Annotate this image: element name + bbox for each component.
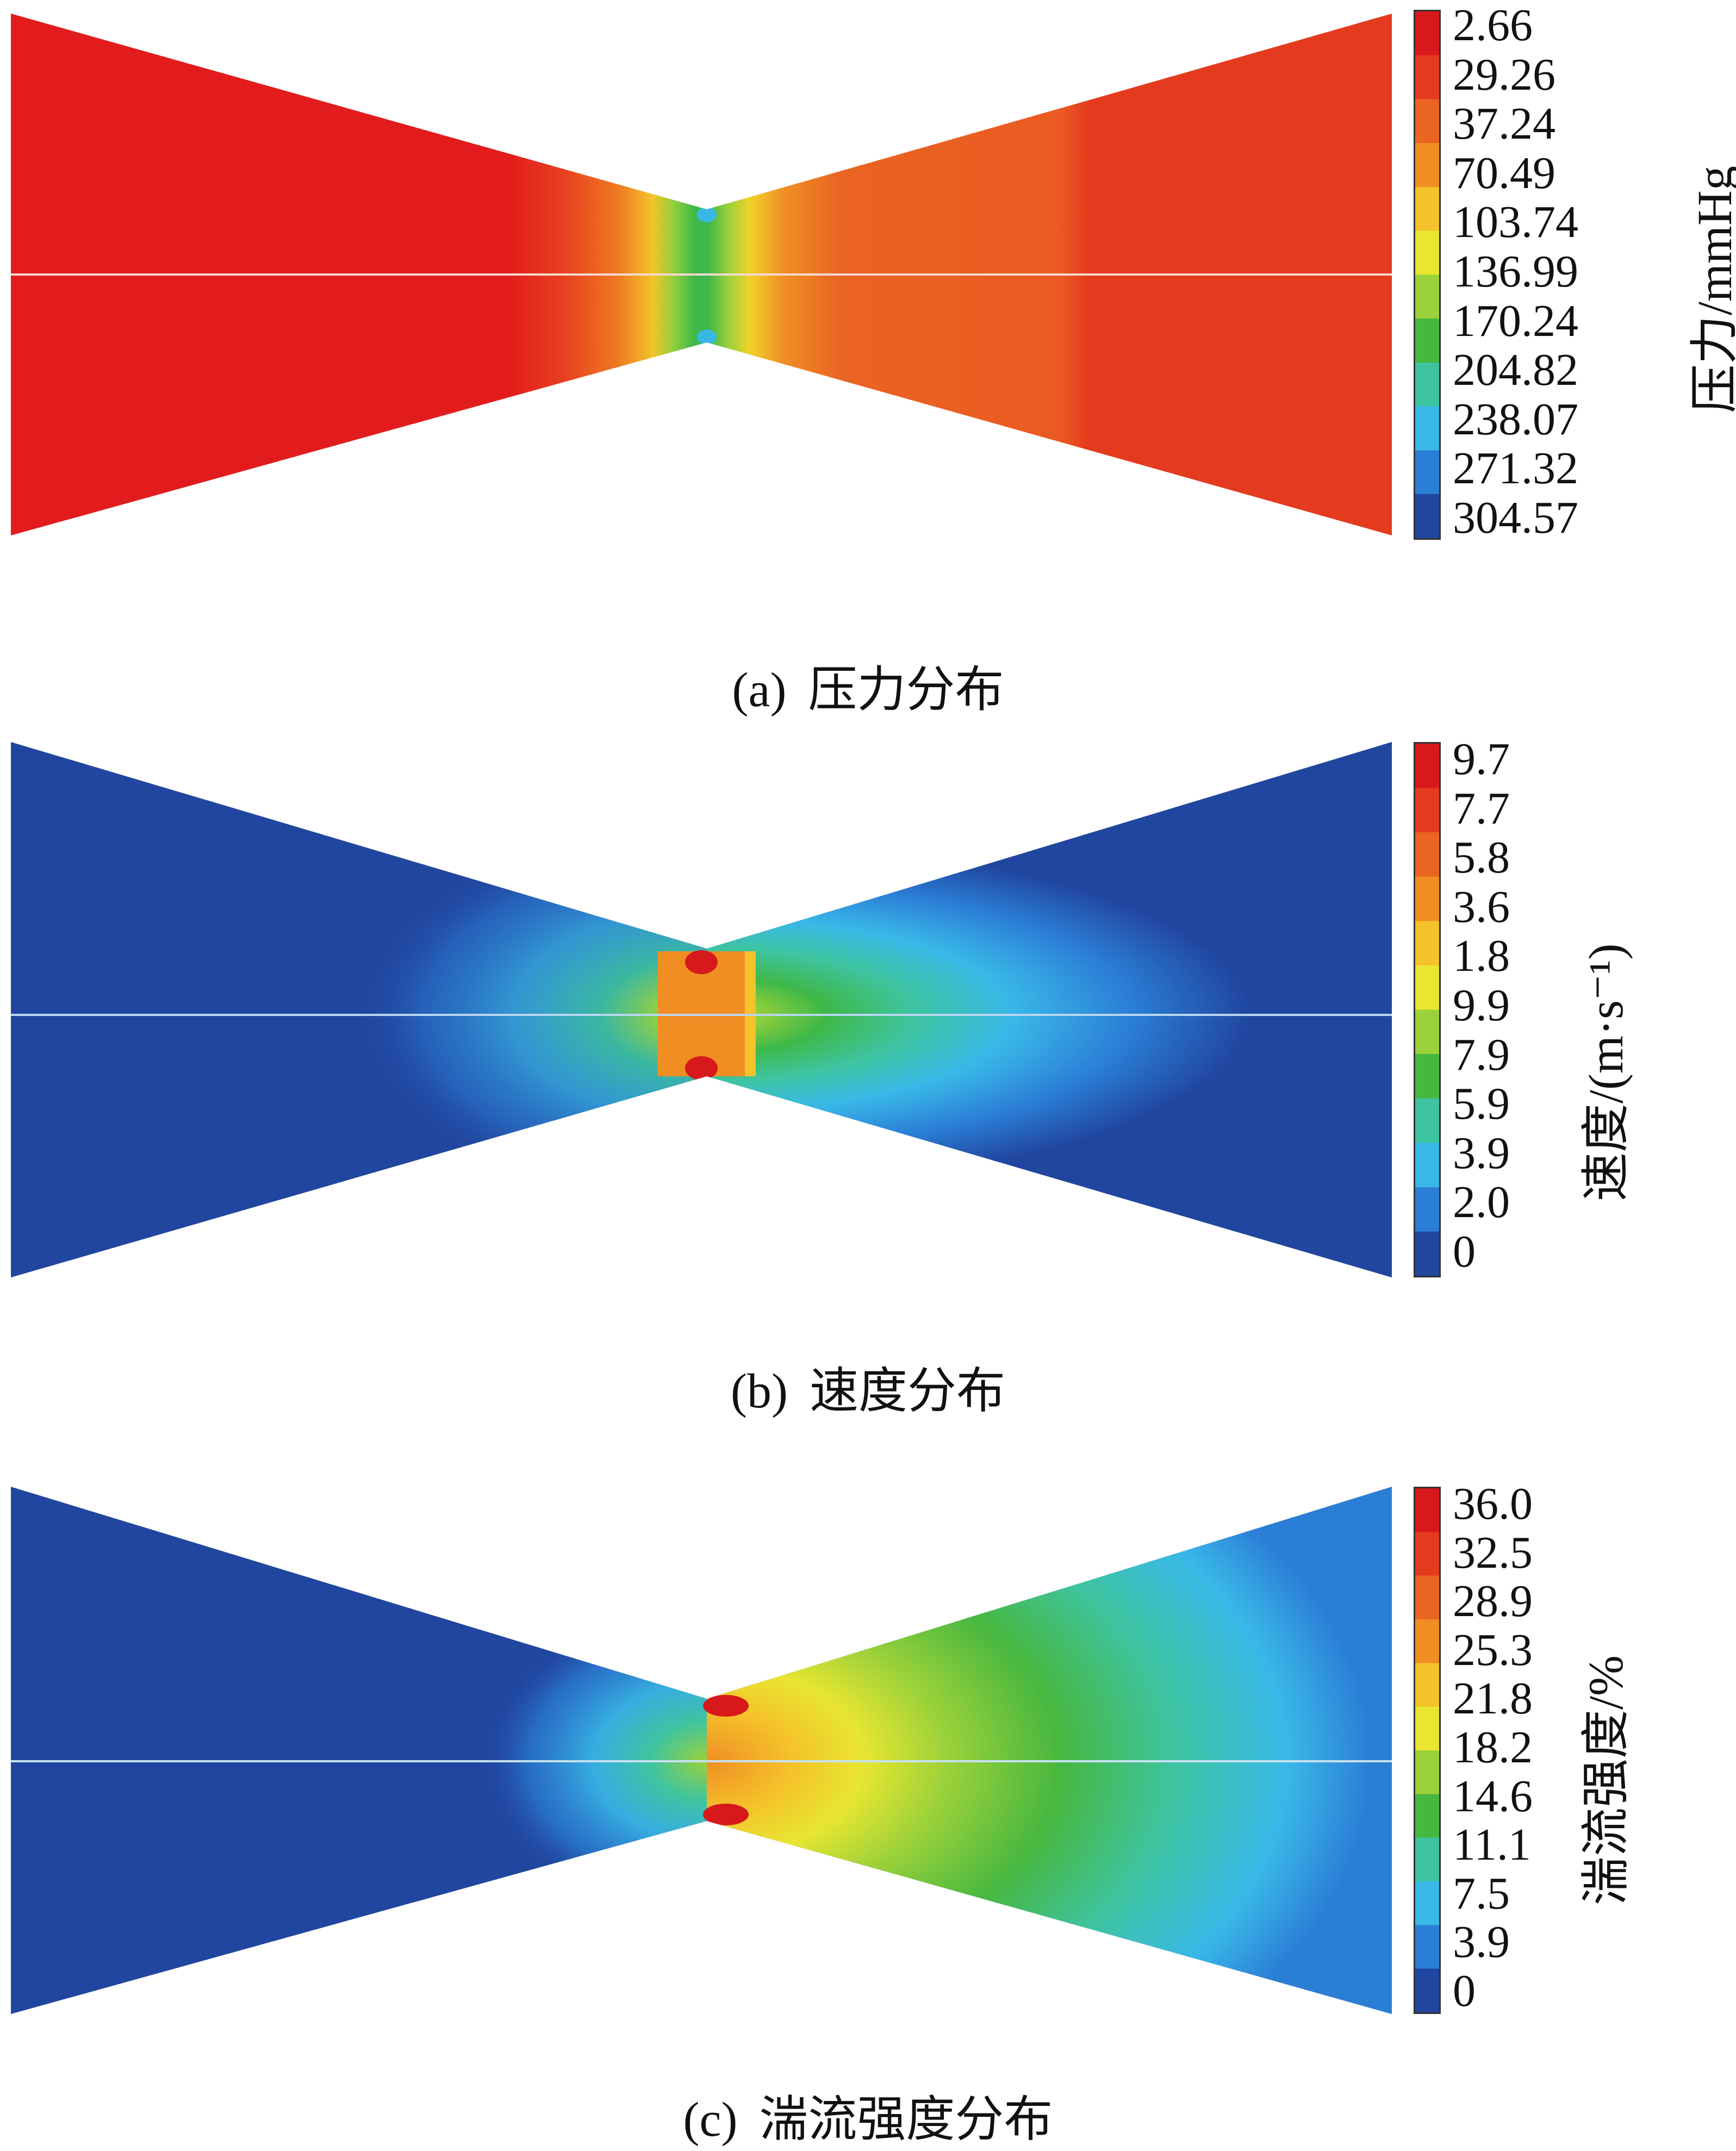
colorbar-tick: 5.9 [1453,1078,1510,1130]
turbulence-panel: 36.0 32.5 28.9 25.3 21.8 18.2 14.6 11.1 … [0,1446,1736,2151]
velocity-unit-label: 速度/(m·s⁻¹) [1579,943,1633,1201]
colorbar-tick: 136.99 [1453,246,1578,297]
pressure-contour-plot [11,14,1392,535]
colorbar-tick: 3.9 [1453,1917,1510,1968]
colorbar-tick: 29.26 [1453,49,1555,100]
turbulence-upstream-halo [11,1487,707,2014]
turbulence-colorbar-ticks: 36.0 32.5 28.9 25.3 21.8 18.2 14.6 11.1 … [1453,1481,1533,2014]
colorbar-tick: 14.6 [1453,1770,1533,1822]
colorbar-tick: 32.5 [1453,1527,1533,1578]
colorbar-tick: 0 [1453,1226,1476,1277]
colorbar-tick: 0 [1453,1965,1476,2016]
caption-tag: (a) [732,663,787,717]
colorbar-tick: 238.07 [1453,394,1578,445]
turbulence-peak-bottom [703,1804,749,1825]
turbulence-downstream-plume [707,1487,1392,2014]
pressure-colorbar-ticks: 2.66 29.26 37.24 70.49 103.74 136.99 170… [1453,3,1578,541]
pressure-low-spot-top [697,207,717,222]
caption-text: 湍流强度分布 [759,2093,1053,2147]
velocity-caption: (b) 速度分布 [0,1351,1736,1421]
caption-text: 速度分布 [809,1364,1005,1418]
colorbar-tick: 7.7 [1453,783,1510,834]
turbulence-peak-top [703,1695,749,1717]
colorbar-tick: 9.7 [1453,734,1510,784]
velocity-contour-plot [11,742,1392,1277]
velocity-panel: 9.7 7.7 5.8 3.6 1.8 9.9 7.9 5.9 3.9 2.0 … [0,723,1736,1446]
colorbar-tick: 25.3 [1453,1624,1533,1675]
caption-text: 压力分布 [808,663,1004,717]
velocity-peak-top [685,950,718,974]
velocity-upstream-approach [11,742,707,1277]
colorbar-tick: 103.74 [1453,197,1578,248]
colorbar-tick: 37.24 [1453,98,1555,149]
turbulence-unit-label: 湍流强度/% [1579,1655,1633,1905]
colorbar-tick: 11.1 [1453,1819,1531,1871]
velocity-colorbar-ticks: 9.7 7.7 5.8 3.6 1.8 9.9 7.9 5.9 3.9 2.0 … [1453,737,1510,1275]
velocity-peak-bottom [685,1056,718,1080]
colorbar-tick: 3.9 [1453,1127,1510,1179]
turbulence-contour-plot [11,1487,1392,2014]
pressure-caption: (a) 压力分布 [0,650,1736,720]
turbulence-colorbar [1414,1487,1441,2014]
colorbar-tick: 3.6 [1453,881,1510,932]
pressure-unit-label: 压力/mmHg [1688,165,1736,413]
colorbar-tick: 170.24 [1453,295,1578,346]
colorbar-tick: 36.0 [1453,1479,1533,1529]
colorbar-tick: 304.57 [1453,492,1578,543]
caption-tag: (b) [731,1364,788,1418]
colorbar-tick: 5.8 [1453,832,1510,883]
pressure-colorbar [1414,10,1441,540]
velocity-colorbar [1414,742,1441,1277]
colorbar-tick: 21.8 [1453,1673,1533,1724]
colorbar-tick: 2.0 [1453,1177,1510,1228]
colorbar-tick: 7.5 [1453,1868,1510,1919]
colorbar-tick: 18.2 [1453,1722,1533,1773]
pressure-panel: 2.66 29.26 37.24 70.49 103.74 136.99 170… [0,0,1736,723]
velocity-jet-downstream [707,742,1392,1277]
colorbar-tick: 7.9 [1453,1029,1510,1080]
caption-tag: (c) [683,2093,738,2147]
colorbar-tick: 271.32 [1453,443,1578,494]
colorbar-tick: 2.66 [1453,0,1533,51]
colorbar-tick: 9.9 [1453,980,1510,1031]
colorbar-tick: 1.8 [1453,931,1510,982]
colorbar-tick: 204.82 [1453,345,1578,396]
colorbar-tick: 28.9 [1453,1576,1533,1627]
turbulence-caption: (c) 湍流强度分布 [0,2079,1736,2150]
colorbar-tick: 70.49 [1453,147,1555,198]
pressure-low-spot-bottom [697,329,717,345]
